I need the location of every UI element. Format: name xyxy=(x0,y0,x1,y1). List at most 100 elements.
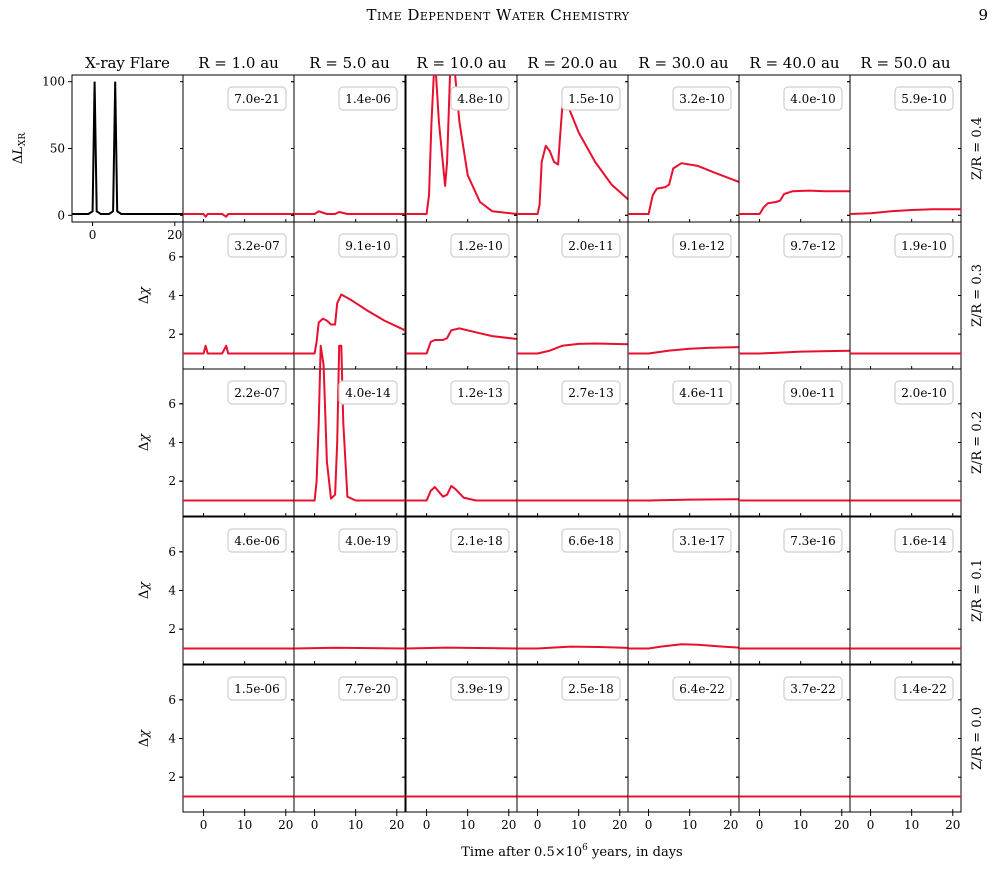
column-title: R = 1.0 au xyxy=(198,54,279,72)
ytick-label: 4 xyxy=(168,289,176,303)
value-badge xyxy=(450,380,510,405)
page-header: Time Dependent Water Chemistry 9 xyxy=(0,0,996,40)
xtick-label: 0 xyxy=(867,818,875,832)
xtick-label: 0 xyxy=(756,818,764,832)
value-badge-label: 4.0e-19 xyxy=(345,534,391,548)
value-badge-label: 3.9e-19 xyxy=(457,682,503,696)
value-badge xyxy=(450,676,510,701)
ytick-label: 6 xyxy=(168,397,176,411)
ytick-label: 6 xyxy=(168,545,176,559)
value-badge-label: 1.2e-13 xyxy=(457,386,503,400)
value-badge-label: 1.4e-22 xyxy=(901,682,947,696)
value-badge-label: 4.6e-11 xyxy=(679,386,725,400)
value-badge-label: 3.1e-17 xyxy=(679,534,725,548)
value-badge-label: 1.9e-10 xyxy=(901,239,947,253)
series-line xyxy=(406,75,518,215)
series-line xyxy=(628,643,740,650)
value-badge xyxy=(672,233,732,258)
ytick-label: 4 xyxy=(168,584,176,598)
value-badge xyxy=(894,86,954,111)
series-line xyxy=(293,646,406,650)
value-badge-label: 9.0e-11 xyxy=(790,386,836,400)
value-badge xyxy=(338,233,398,258)
value-badge-label: 1.6e-14 xyxy=(901,534,947,548)
series-line xyxy=(517,645,629,650)
value-badge-label: 9.1e-12 xyxy=(679,239,725,253)
ytick-label: 2 xyxy=(168,474,176,488)
value-badge-label: 4.0e-14 xyxy=(345,386,391,400)
value-badge-label: 7.7e-20 xyxy=(345,682,391,696)
series-line xyxy=(406,485,517,502)
series-line xyxy=(628,162,740,215)
value-badge-label: 3.2e-10 xyxy=(679,92,725,106)
xtick-label: 0 xyxy=(311,818,319,832)
column-titles: X-ray Flare R = 1.0 au R = 5.0 au R = 10.0 … xyxy=(85,54,951,72)
value-badge-label: 2.5e-18 xyxy=(568,682,614,696)
value-badge xyxy=(450,233,510,258)
value-badge xyxy=(561,528,621,553)
value-badge xyxy=(561,380,621,405)
value-badge xyxy=(227,380,287,405)
value-badge-label: 3.2e-07 xyxy=(234,239,280,253)
xlabel: Time after 0.5×106 years, in days xyxy=(461,843,682,860)
value-badge xyxy=(783,528,843,553)
ylabel: Δχ xyxy=(137,433,152,451)
column-title: X-ray Flare xyxy=(85,54,170,72)
flare-xtick-label: 20 xyxy=(167,228,182,242)
value-badge xyxy=(894,380,954,405)
value-badge-label: 7.0e-21 xyxy=(234,92,280,106)
xtick-label: 20 xyxy=(389,818,404,832)
xtick-label: 20 xyxy=(945,818,960,832)
xtick-label: 20 xyxy=(501,818,516,832)
series-line xyxy=(406,327,518,355)
column-title: R = 30.0 au xyxy=(638,54,729,72)
xtick-label: 10 xyxy=(793,818,808,832)
ytick-label: 4 xyxy=(168,732,176,746)
ytick-label: 4 xyxy=(168,436,176,450)
value-badge xyxy=(783,380,843,405)
ylabel: Δχ xyxy=(137,581,152,599)
value-badge-label: 6.4e-22 xyxy=(679,682,725,696)
series-line xyxy=(628,498,740,502)
value-badge xyxy=(227,233,287,258)
value-badge xyxy=(338,380,398,405)
flare-ylabel: ΔLXR xyxy=(11,133,28,164)
series-line xyxy=(517,100,629,215)
xtick-label: 0 xyxy=(534,818,542,832)
value-badge xyxy=(672,380,732,405)
column-title: R = 10.0 au xyxy=(416,54,507,72)
ytick-label: 6 xyxy=(168,693,176,707)
row-title: Z/R = 0.0 xyxy=(970,707,985,770)
value-badge-label: 2.0e-11 xyxy=(568,239,614,253)
column-title: R = 20.0 au xyxy=(527,54,618,72)
value-badge-label: 3.7e-22 xyxy=(790,682,836,696)
value-badge-label: 4.0e-10 xyxy=(790,92,836,106)
value-badge xyxy=(227,676,287,701)
value-badge xyxy=(783,233,843,258)
xtick-label: 10 xyxy=(682,818,697,832)
value-badge-label: 6.6e-18 xyxy=(568,534,614,548)
series-line xyxy=(183,213,294,218)
ytick-label: 2 xyxy=(168,622,176,636)
value-badge xyxy=(561,86,621,111)
xtick-label: 10 xyxy=(237,818,252,832)
xtick-label: 20 xyxy=(834,818,849,832)
value-badge xyxy=(894,528,954,553)
ylabel: Δχ xyxy=(137,729,152,747)
value-badge-label: 7.3e-16 xyxy=(790,534,836,548)
xtick-label: 0 xyxy=(423,818,431,832)
xtick-label: 0 xyxy=(645,818,653,832)
value-badge xyxy=(338,676,398,701)
value-badge-label: 9.1e-10 xyxy=(345,239,391,253)
value-badge-label: 1.4e-06 xyxy=(345,92,391,106)
xtick-label: 10 xyxy=(460,818,475,832)
row-title: Z/R = 0.2 xyxy=(970,411,985,474)
value-badge-label: 5.9e-10 xyxy=(901,92,947,106)
xtick-label: 10 xyxy=(348,818,363,832)
ytick-label: 2 xyxy=(168,327,176,341)
xtick-label: 20 xyxy=(612,818,627,832)
value-badge xyxy=(561,233,621,258)
row-title: Z/R = 0.3 xyxy=(970,264,985,327)
series-line xyxy=(739,189,850,215)
